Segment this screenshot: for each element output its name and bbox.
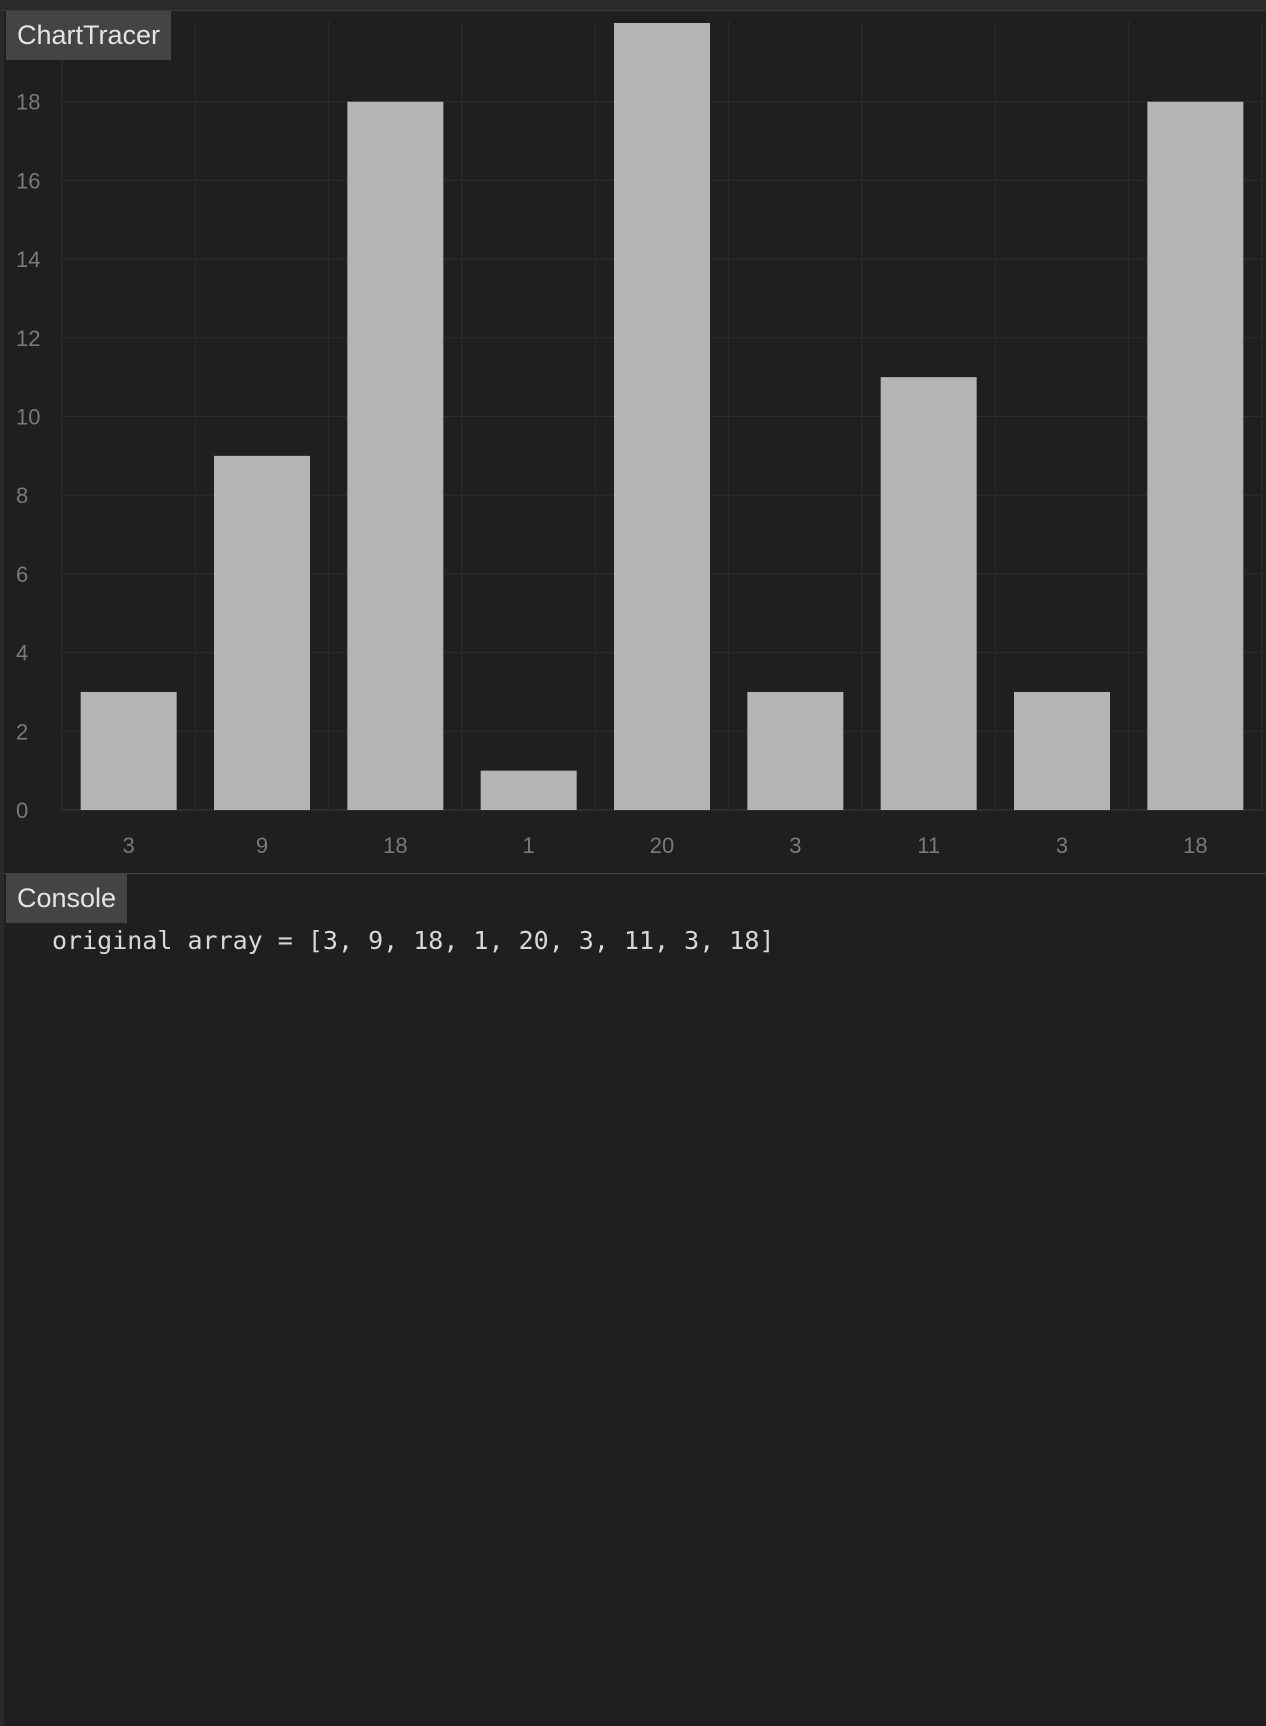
x-tick-label: 3 [789, 833, 801, 858]
x-axis-ticks: 3 9 18 1 20 3 11 3 18 [123, 833, 1208, 858]
bar [480, 770, 577, 810]
y-tick-label: 12 [16, 326, 40, 351]
y-axis-ticks: 0 2 4 6 8 10 12 14 16 18 [16, 90, 40, 823]
bar [747, 691, 844, 810]
bar-chart: 0 2 4 6 8 10 12 14 16 18 3 9 18 1 20 3 11 3 18 [16, 21, 1263, 858]
x-tick-label: 11 [917, 833, 940, 858]
y-tick-label: 8 [16, 483, 28, 508]
bar [347, 101, 444, 810]
bar [80, 691, 177, 810]
x-tick-label: 3 [123, 833, 135, 858]
console-panel: Console original array = [3, 9, 18, 1, 2… [0, 873, 1266, 1726]
y-tick-label: 16 [16, 168, 40, 193]
y-tick-label: 0 [16, 798, 28, 823]
bar [1147, 101, 1244, 810]
console-log-line: original array = [3, 9, 18, 1, 20, 3, 11… [52, 926, 775, 955]
bar [1014, 691, 1110, 810]
y-tick-label: 2 [16, 719, 28, 744]
x-tick-label: 1 [523, 833, 535, 858]
x-tick-label: 20 [650, 833, 674, 858]
window-top-border [0, 0, 1266, 11]
bar [214, 455, 310, 810]
x-tick-label: 18 [383, 833, 407, 858]
bar [614, 23, 710, 810]
chart-panel-title[interactable]: ChartTracer [6, 11, 172, 60]
console-panel-title[interactable]: Console [6, 874, 128, 923]
y-tick-label: 18 [16, 90, 40, 115]
x-tick-label: 9 [256, 833, 268, 858]
y-tick-label: 14 [16, 247, 40, 272]
x-tick-label: 3 [1056, 833, 1068, 858]
y-tick-label: 4 [16, 641, 28, 666]
y-tick-label: 10 [16, 405, 40, 430]
chart-bars [80, 23, 1244, 810]
bar [880, 377, 977, 810]
y-tick-label: 6 [16, 562, 28, 587]
chart-tracer-panel: 0 2 4 6 8 10 12 14 16 18 3 9 18 1 20 3 11 3 18 ChartTrace… [0, 11, 1266, 873]
x-tick-label: 18 [1183, 833, 1207, 858]
